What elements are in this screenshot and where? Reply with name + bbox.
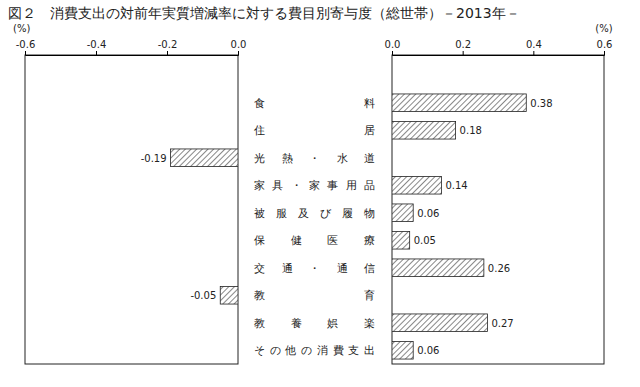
- plot-frame: [392, 55, 604, 364]
- category-label: 光熱・水道: [254, 152, 375, 165]
- tick-mark: [533, 51, 534, 55]
- tick: 0.0: [385, 39, 401, 55]
- data-label: 0.06: [417, 208, 439, 219]
- tick-mark: [238, 51, 239, 55]
- category-label: 教育: [254, 289, 375, 302]
- category-label: 教養娯楽: [254, 317, 375, 330]
- tick: -0.2: [158, 39, 178, 55]
- axis-line: [393, 51, 605, 56]
- bar: [220, 286, 238, 304]
- bar: [171, 149, 238, 167]
- bars: [392, 94, 526, 359]
- tick: 0.0: [231, 39, 247, 55]
- bar: [392, 259, 484, 277]
- tick-mark: [96, 51, 97, 55]
- chart: 図２ 消費支出の対前年実質増減率に対する費目別寄与度（総世帯）－2013年－ (%…: [0, 0, 640, 387]
- data-label: 0.14: [445, 180, 467, 191]
- plot-frame: [25, 55, 238, 364]
- tick-mark: [392, 51, 393, 55]
- tick-mark: [25, 51, 26, 55]
- data-label: 0.06: [417, 345, 439, 356]
- data-label: 0.18: [460, 125, 482, 136]
- tick: -0.4: [87, 39, 107, 55]
- tick: 0.4: [526, 39, 542, 55]
- bars: [171, 149, 238, 304]
- x-axis: 0.0 0.2 0.4 0.6: [385, 39, 613, 56]
- axis-title: (%): [13, 23, 30, 34]
- tick: -0.6: [16, 39, 36, 55]
- tick-label: 0.2: [455, 39, 471, 50]
- data-label: 0.38: [530, 98, 552, 109]
- axis-line: [26, 51, 239, 56]
- tick-label: 0.4: [526, 39, 542, 50]
- data-label: 0.27: [491, 318, 513, 329]
- bar: [392, 176, 441, 194]
- category-label: 住居: [254, 124, 375, 137]
- x-axis: -0.6 -0.4 -0.2 0.0: [16, 39, 247, 56]
- data-label: -0.05: [190, 290, 216, 301]
- tick: 0.2: [455, 39, 471, 55]
- category-label: その他の消費支出: [254, 344, 375, 357]
- tick-mark: [604, 51, 605, 55]
- tick-label: 0.0: [231, 39, 247, 50]
- bar: [392, 314, 487, 332]
- tick: 0.6: [597, 39, 613, 55]
- bar: [392, 341, 413, 359]
- category-label: 被服及び履物: [254, 207, 375, 220]
- tick-label: 0.6: [597, 39, 613, 50]
- category-label: 交通・通信: [254, 262, 375, 275]
- data-label: -0.19: [141, 153, 167, 164]
- tick-label: -0.4: [87, 39, 107, 50]
- bar: [392, 231, 410, 249]
- category-label: 家具・家事用品: [254, 179, 375, 192]
- tick-label: 0.0: [385, 39, 401, 50]
- category-label: 保健医療: [254, 234, 375, 247]
- data-label: 0.05: [414, 235, 436, 246]
- category-label: 食料: [254, 97, 375, 110]
- tick-mark: [167, 51, 168, 55]
- axis-title: (%): [595, 23, 612, 34]
- title: 図２ 消費支出の対前年実質増減率に対する費目別寄与度（総世帯）－2013年－: [8, 5, 520, 21]
- tick-mark: [463, 51, 464, 55]
- bar: [392, 204, 413, 222]
- data-label: 0.26: [488, 263, 510, 274]
- bar: [392, 94, 526, 112]
- bar: [392, 121, 456, 139]
- tick-label: -0.6: [16, 39, 36, 50]
- tick-label: -0.2: [158, 39, 178, 50]
